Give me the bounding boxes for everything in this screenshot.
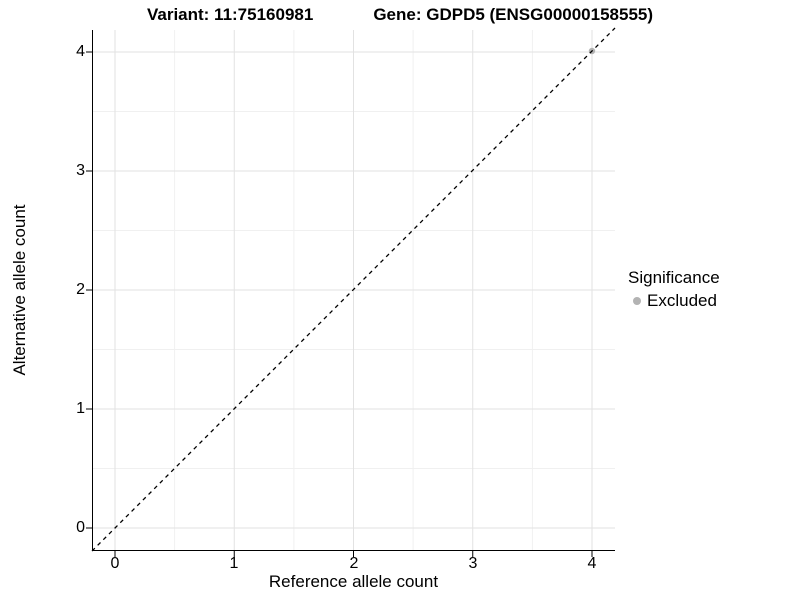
y-tick-label: 0 [76,519,85,536]
legend-title: Significance [628,268,720,287]
y-tick-label: 4 [76,43,85,60]
variant-title: Variant: 11:75160981 [146,5,314,24]
y-axis-title: Alternative allele count [10,204,29,376]
legend: Significance Excluded [628,267,720,311]
x-axis-title: Reference allele count [268,572,439,591]
plot-panel [86,27,616,557]
x-tick-label: 0 [110,555,120,572]
y-tick-label: 1 [76,400,85,417]
legend-item-label: Excluded [647,291,717,310]
y-tick-label: 2 [76,281,85,298]
plot-title-row: Variant: 11:75160981 Gene: GDPD5 (ENSG00… [0,5,800,25]
axis-tick-marks [86,51,593,557]
x-tick-label: 3 [468,555,478,572]
x-tick-label: 4 [587,555,597,572]
y-tick-label: 3 [76,162,85,179]
plot-canvas [86,27,616,557]
identity-dashed-line [91,27,616,552]
axis-lines [92,30,615,551]
legend-item-excluded: Excluded [628,290,720,311]
x-tick-label: 1 [229,555,239,572]
x-tick-label: 2 [349,555,359,572]
major-gridlines [92,30,615,551]
excluded-point-swatch-icon [633,296,641,305]
gene-title: Gene: GDPD5 (ENSG00000158555) [373,5,654,24]
